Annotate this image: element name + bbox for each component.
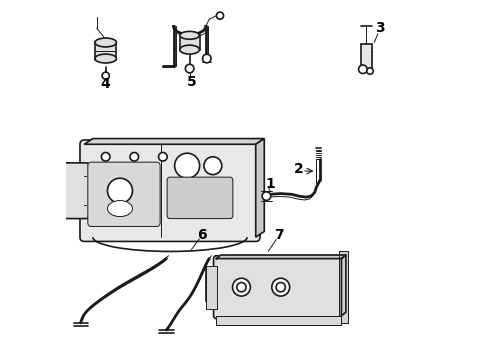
Circle shape bbox=[359, 65, 367, 73]
Text: 5: 5 bbox=[187, 75, 196, 89]
Circle shape bbox=[262, 192, 270, 201]
FancyBboxPatch shape bbox=[214, 256, 344, 319]
Text: 4: 4 bbox=[101, 77, 111, 91]
Circle shape bbox=[237, 283, 246, 292]
Text: 2: 2 bbox=[294, 162, 303, 176]
FancyBboxPatch shape bbox=[88, 162, 160, 226]
Ellipse shape bbox=[180, 31, 199, 39]
Circle shape bbox=[130, 153, 139, 161]
Circle shape bbox=[202, 54, 211, 63]
Circle shape bbox=[232, 278, 250, 296]
Bar bbox=[339, 251, 347, 323]
Circle shape bbox=[272, 278, 290, 296]
FancyBboxPatch shape bbox=[62, 163, 89, 219]
Polygon shape bbox=[342, 255, 346, 316]
Bar bbox=[361, 44, 372, 69]
Circle shape bbox=[101, 153, 110, 161]
Circle shape bbox=[217, 12, 223, 19]
Text: 3: 3 bbox=[375, 21, 385, 35]
Polygon shape bbox=[217, 255, 346, 258]
Circle shape bbox=[185, 64, 194, 73]
Bar bbox=[95, 42, 117, 60]
Circle shape bbox=[276, 283, 285, 292]
Polygon shape bbox=[256, 139, 264, 237]
Ellipse shape bbox=[180, 45, 199, 54]
FancyBboxPatch shape bbox=[167, 177, 233, 219]
Ellipse shape bbox=[95, 54, 117, 63]
Bar bbox=[180, 35, 199, 50]
Circle shape bbox=[107, 178, 132, 203]
Text: 6: 6 bbox=[197, 228, 207, 242]
Text: 1: 1 bbox=[265, 176, 275, 190]
Polygon shape bbox=[84, 139, 264, 144]
Circle shape bbox=[204, 157, 222, 175]
FancyBboxPatch shape bbox=[80, 140, 260, 242]
Ellipse shape bbox=[95, 38, 117, 47]
Circle shape bbox=[102, 72, 109, 79]
Bar bbox=[206, 266, 217, 309]
Circle shape bbox=[159, 153, 167, 161]
Circle shape bbox=[367, 68, 373, 74]
Bar bbox=[217, 316, 342, 325]
Text: 7: 7 bbox=[274, 228, 284, 242]
Circle shape bbox=[174, 153, 199, 178]
Ellipse shape bbox=[107, 201, 132, 217]
